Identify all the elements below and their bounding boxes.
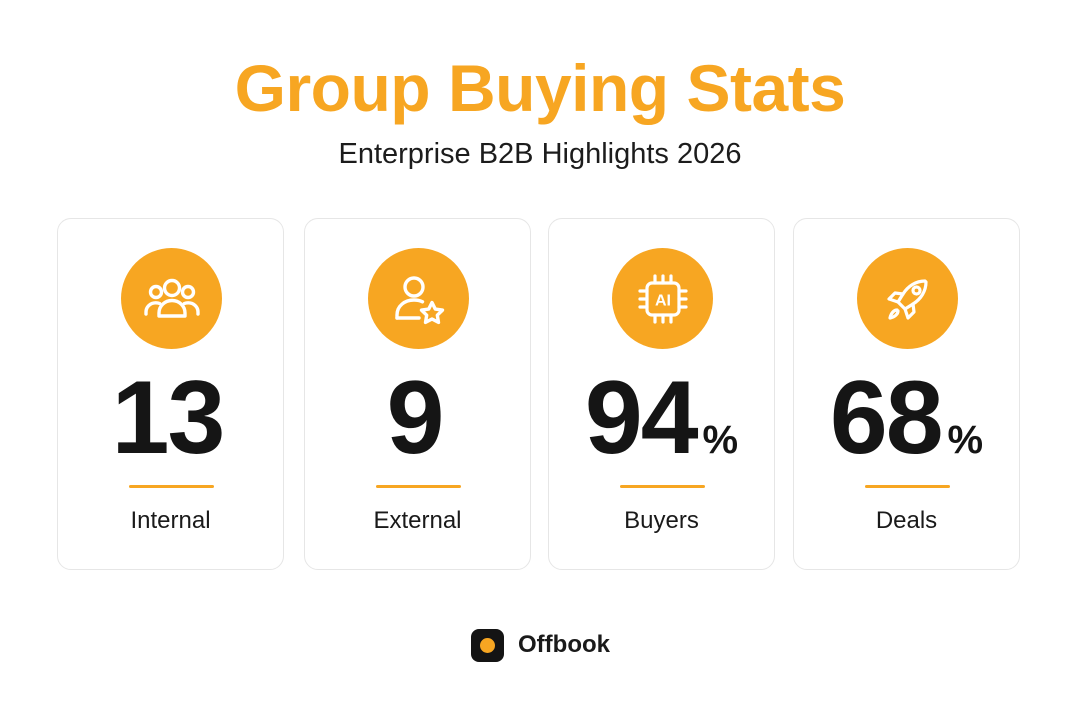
offbook-logo-icon — [471, 628, 504, 662]
stat-value: 68 — [829, 360, 944, 476]
stat-unit: % — [947, 418, 984, 462]
accent-divider — [376, 485, 461, 488]
stat-card-deals: 68 % Deals — [793, 218, 1020, 570]
logo-dot — [480, 637, 495, 653]
stat-value: 94 — [584, 360, 699, 476]
accent-divider — [865, 485, 950, 488]
ai-chip-icon: AI — [612, 248, 713, 349]
people-group-icon — [121, 248, 222, 349]
brand-footer: Offbook — [471, 626, 610, 664]
stat-label: Internal — [130, 507, 211, 534]
page-title: Group Buying Stats — [234, 51, 846, 125]
user-star-icon — [368, 248, 469, 349]
stat-value-row: 68 % — [794, 359, 1019, 477]
brand-name: Offbook — [518, 631, 610, 658]
stat-card-external: 9 External — [304, 218, 531, 570]
page-subtitle: Enterprise B2B Highlights 2026 — [338, 138, 742, 170]
stat-label: Buyers — [624, 507, 699, 534]
stat-card-buyers: AI 94 % Buyers — [548, 218, 775, 570]
accent-divider — [129, 485, 214, 488]
stat-value-row: 94 % — [549, 359, 774, 477]
stat-label: External — [373, 507, 462, 534]
accent-divider — [620, 485, 705, 488]
stat-label: Deals — [875, 507, 938, 534]
stat-value-row: 9 — [305, 359, 530, 477]
stats-cards: 13 Internal 9 External — [57, 218, 1023, 572]
stat-unit: % — [702, 418, 739, 462]
rocket-icon — [857, 248, 958, 349]
stat-value-row: 13 — [58, 359, 283, 477]
stat-value: 13 — [111, 360, 226, 476]
stat-value: 9 — [386, 360, 445, 476]
chip-text: AI — [655, 292, 671, 309]
stat-card-internal: 13 Internal — [57, 218, 284, 570]
